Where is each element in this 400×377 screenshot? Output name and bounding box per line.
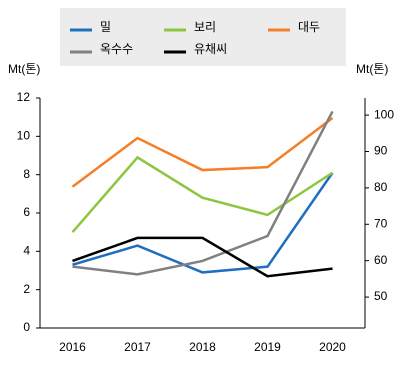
y2-axis-label: Mt(톤) <box>356 62 388 76</box>
x-tick-label: 2016 <box>59 340 86 354</box>
legend-label: 보리 <box>194 20 216 34</box>
series-line <box>72 110 334 276</box>
y2-tick-label: 90 <box>374 144 388 158</box>
y-tick-label: 12 <box>17 90 31 104</box>
y-tick-label: 8 <box>23 167 30 181</box>
y2-tick-label: 60 <box>374 253 388 267</box>
y2-tick-label: 50 <box>374 289 388 303</box>
legend-box <box>60 8 346 66</box>
y2-tick-label: 80 <box>374 180 388 194</box>
y-axis-label: Mt(톤) <box>8 62 40 76</box>
y2-tick-label: 70 <box>374 216 388 230</box>
series-line <box>72 236 333 278</box>
x-tick-label: 2018 <box>189 340 216 354</box>
legend-label: 유채씨 <box>194 42 227 56</box>
y2-tick-label: 100 <box>374 107 394 121</box>
y-tick-label: 10 <box>17 129 31 143</box>
x-tick-label: 2019 <box>254 340 281 354</box>
series-line <box>72 172 334 274</box>
y-tick-label: 0 <box>23 320 30 334</box>
x-tick-label: 2020 <box>319 340 346 354</box>
x-tick-label: 2017 <box>124 340 151 354</box>
series-line <box>71 155 334 233</box>
legend-label: 옥수수 <box>100 42 133 56</box>
series-line <box>71 117 334 188</box>
legend-label: 대두 <box>298 20 320 34</box>
legend-label: 밀 <box>100 20 111 34</box>
y-tick-label: 6 <box>23 205 30 219</box>
y-tick-label: 4 <box>23 244 30 258</box>
y-tick-label: 2 <box>23 282 30 296</box>
